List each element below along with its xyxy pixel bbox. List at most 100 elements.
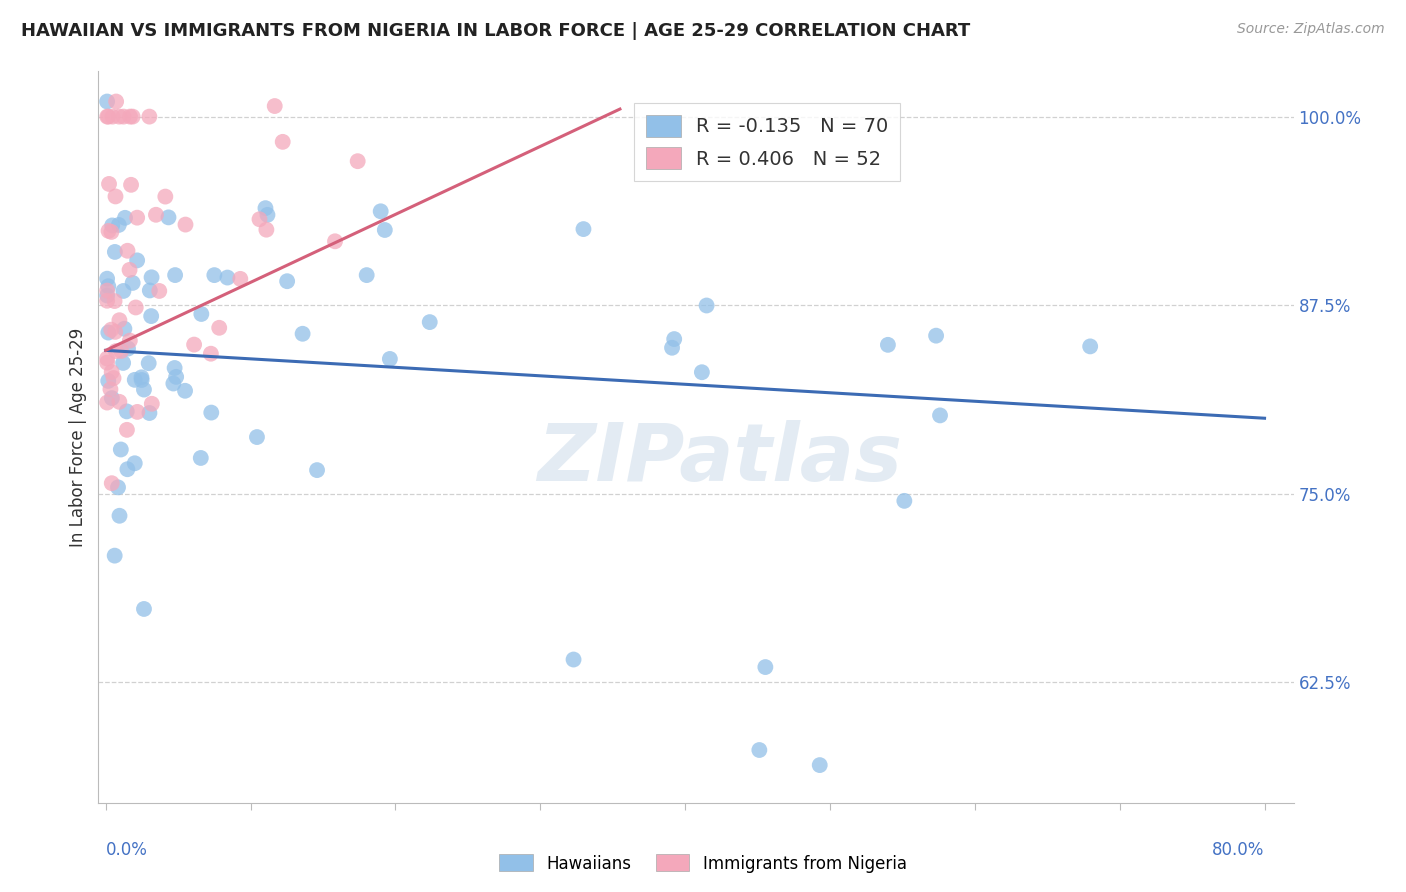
Point	[107, 480, 129, 494]
Point	[124, 373, 146, 387]
Point	[808, 758, 831, 772]
Point	[271, 135, 294, 149]
Point	[103, 294, 125, 309]
Point	[101, 110, 124, 124]
Point	[121, 110, 143, 124]
Point	[96, 288, 118, 302]
Point	[145, 208, 167, 222]
Point	[139, 284, 162, 298]
Point	[107, 218, 129, 232]
Point	[138, 356, 160, 370]
Point	[121, 276, 143, 290]
Point	[893, 493, 915, 508]
Point	[754, 660, 776, 674]
Point	[202, 268, 225, 282]
Point	[108, 508, 131, 523]
Point	[163, 361, 186, 376]
Point	[138, 406, 160, 420]
Point	[104, 549, 127, 563]
Point	[748, 743, 770, 757]
Point	[254, 201, 277, 215]
Point	[118, 263, 141, 277]
Point	[132, 602, 155, 616]
Point	[101, 219, 124, 233]
Point	[108, 110, 131, 124]
Point	[100, 476, 122, 491]
Legend: R = -0.135   N = 70, R = 0.406   N = 52: R = -0.135 N = 70, R = 0.406 N = 52	[634, 103, 900, 181]
Point	[97, 110, 120, 124]
Point	[323, 235, 346, 249]
Point	[100, 365, 122, 379]
Point	[125, 301, 148, 315]
Point	[97, 224, 120, 238]
Point	[157, 211, 180, 225]
Point	[929, 409, 952, 423]
Point	[256, 208, 278, 222]
Point	[100, 225, 122, 239]
Point	[174, 384, 197, 398]
Point	[346, 154, 368, 169]
Point	[100, 382, 122, 396]
Point	[112, 284, 135, 298]
Point	[925, 328, 948, 343]
Point	[141, 309, 163, 323]
Point	[96, 95, 118, 109]
Point	[200, 406, 222, 420]
Point	[96, 284, 118, 298]
Point	[97, 374, 120, 388]
Point	[97, 279, 120, 293]
Point	[96, 395, 118, 409]
Point	[162, 376, 184, 391]
Point	[165, 370, 187, 384]
Text: HAWAIIAN VS IMMIGRANTS FROM NIGERIA IN LABOR FORCE | AGE 25-29 CORRELATION CHART: HAWAIIAN VS IMMIGRANTS FROM NIGERIA IN L…	[21, 22, 970, 40]
Point	[108, 394, 131, 409]
Point	[155, 189, 177, 203]
Point	[572, 222, 595, 236]
Point	[562, 652, 585, 666]
Point	[664, 332, 686, 346]
Point	[174, 218, 197, 232]
Point	[200, 347, 222, 361]
Point	[101, 391, 124, 405]
Point	[117, 462, 139, 476]
Point	[118, 110, 141, 124]
Point	[138, 110, 160, 124]
Point	[115, 423, 138, 437]
Point	[105, 95, 128, 109]
Point	[661, 341, 683, 355]
Point	[124, 456, 146, 470]
Point	[229, 272, 252, 286]
Point	[96, 271, 118, 285]
Point	[117, 342, 139, 356]
Point	[103, 371, 125, 385]
Point	[115, 404, 138, 418]
Point	[112, 356, 135, 370]
Point	[96, 110, 118, 124]
Point	[217, 270, 239, 285]
Text: 80.0%: 80.0%	[1212, 840, 1264, 858]
Point	[1078, 339, 1101, 353]
Text: 0.0%: 0.0%	[105, 840, 148, 858]
Point	[305, 463, 328, 477]
Point	[104, 244, 127, 259]
Point	[141, 397, 163, 411]
Point	[141, 270, 163, 285]
Point	[183, 337, 205, 351]
Point	[190, 307, 212, 321]
Point	[114, 211, 136, 225]
Point	[98, 177, 121, 191]
Point	[112, 110, 135, 124]
Point	[378, 351, 401, 366]
Point	[132, 383, 155, 397]
Point	[254, 222, 277, 236]
Point	[97, 326, 120, 340]
Point	[100, 323, 122, 337]
Point	[165, 268, 187, 282]
Point	[877, 338, 900, 352]
Text: Source: ZipAtlas.com: Source: ZipAtlas.com	[1237, 22, 1385, 37]
Point	[276, 274, 298, 288]
Point	[110, 343, 132, 358]
Point	[96, 293, 118, 308]
Point	[120, 178, 142, 192]
Point	[148, 284, 170, 298]
